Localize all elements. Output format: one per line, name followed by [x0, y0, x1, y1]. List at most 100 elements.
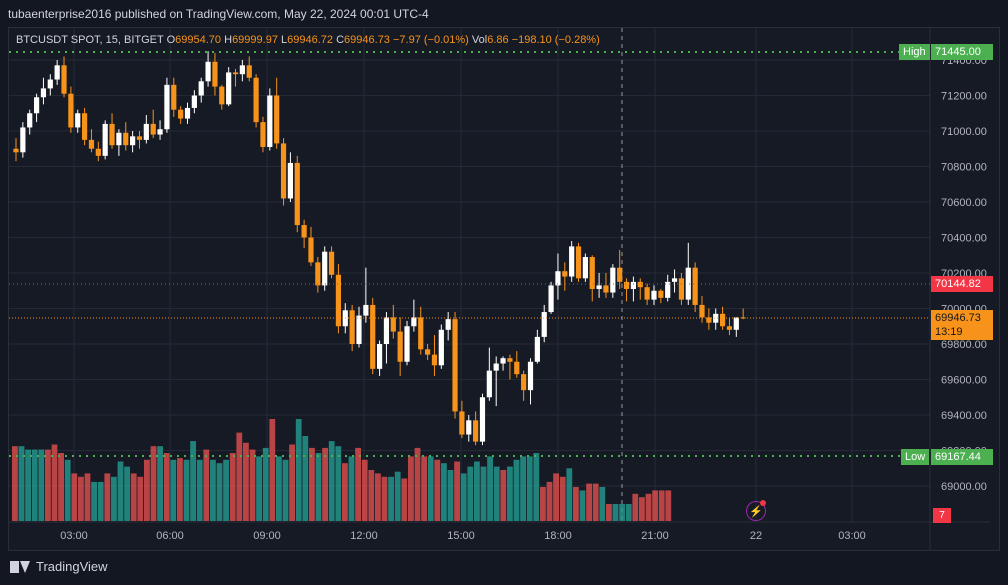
- candle-body: [164, 84, 170, 130]
- candle-body: [219, 86, 225, 105]
- volume-bar: [467, 466, 474, 521]
- volume-bar: [658, 490, 665, 521]
- alert-price-badge: 70144.82: [931, 276, 993, 292]
- volume-bar: [196, 459, 203, 521]
- volume-bar: [375, 473, 381, 521]
- candle-body: [582, 257, 588, 279]
- volume-bar: [170, 459, 177, 521]
- volume-bar: [216, 463, 223, 521]
- volume-bar: [117, 461, 124, 521]
- volume-bar: [645, 493, 652, 521]
- volume-bar: [150, 446, 157, 521]
- candle-body: [452, 319, 458, 412]
- candle-body: [315, 262, 321, 286]
- time-tick-label: 22: [750, 530, 762, 542]
- time-tick-label: 06:00: [156, 530, 184, 542]
- price-tick-label: 70800.00: [941, 162, 987, 174]
- candle-body: [685, 267, 691, 300]
- candle-body: [390, 317, 396, 332]
- current-price: 69946.73: [935, 312, 981, 324]
- volume-bar: [157, 446, 163, 521]
- candle-body: [397, 331, 403, 362]
- candle-body: [678, 278, 685, 300]
- candle-body: [301, 225, 307, 238]
- time-tick-label: 15:00: [447, 530, 475, 542]
- candle-body: [246, 65, 252, 78]
- candle-body: [322, 251, 328, 286]
- candle-body: [527, 361, 534, 391]
- volume-bar: [533, 453, 540, 521]
- high-value: 69999.97: [232, 34, 278, 46]
- candle-body: [274, 95, 280, 144]
- candle-body: [184, 107, 191, 119]
- candle-body: [699, 304, 705, 318]
- low-tag: Low: [901, 449, 930, 465]
- notification-dot: [760, 500, 766, 506]
- volume-bar: [18, 446, 25, 521]
- volume-bar: [546, 481, 553, 521]
- alerts-count-badge[interactable]: 7: [933, 508, 951, 523]
- volume-bar: [342, 463, 348, 521]
- volume-bar: [355, 447, 361, 521]
- volume-bar: [421, 456, 427, 521]
- volume-bar: [111, 476, 117, 521]
- candle-body: [171, 84, 177, 110]
- time-tick-label: 03:00: [838, 530, 866, 542]
- volume-bar: [447, 470, 454, 521]
- candle-body: [191, 95, 197, 108]
- candle-body: [33, 97, 40, 114]
- lightning-bolt-icon[interactable]: ⚡: [746, 501, 766, 521]
- candle-body: [116, 132, 122, 146]
- symbol-label[interactable]: BTCUSDT SPOT, 15, BITGET: [16, 34, 164, 46]
- ohlc-legend: BTCUSDT SPOT, 15, BITGET O69954.70 H6999…: [16, 34, 600, 46]
- candle-body: [136, 136, 143, 140]
- volume-bar: [520, 456, 526, 521]
- volume-bar: [12, 446, 18, 521]
- candle-body: [198, 81, 204, 96]
- candle-body: [438, 329, 444, 366]
- volume-bar: [480, 466, 487, 521]
- volume-bar: [573, 487, 579, 521]
- open-key: O: [166, 34, 176, 46]
- volume-bar: [289, 444, 295, 521]
- candle-body: [411, 317, 417, 327]
- candle-body: [349, 310, 355, 344]
- volume-bar: [229, 453, 236, 521]
- close-value: 69946.73: [344, 34, 390, 46]
- candle-body: [253, 77, 259, 123]
- volume-bar: [427, 456, 434, 521]
- candle-body: [425, 349, 431, 355]
- candle-body: [589, 257, 595, 289]
- candle-body: [514, 361, 520, 375]
- candle-body: [27, 113, 33, 128]
- volume-bar: [31, 449, 38, 521]
- footer-brand[interactable]: TradingView: [10, 559, 108, 574]
- candle-body: [637, 281, 643, 288]
- candle-body: [445, 319, 451, 330]
- candle-body: [157, 129, 163, 135]
- candle-body: [47, 79, 53, 89]
- candle-body: [500, 358, 506, 364]
- candle-body: [383, 317, 390, 344]
- high-tag: High: [899, 44, 930, 60]
- volume-bar: [58, 453, 64, 521]
- publisher-caption: tubaenterprise2016 published on TradingV…: [8, 7, 429, 21]
- volume-bar: [500, 470, 507, 521]
- volume-bar: [586, 483, 592, 521]
- candle-body: [150, 123, 156, 135]
- volume-bar: [104, 473, 111, 521]
- candle-body: [740, 317, 746, 319]
- volume-bar: [236, 432, 243, 521]
- candle-body: [267, 95, 273, 147]
- candle-body: [75, 113, 81, 128]
- price-tick-label: 70600.00: [941, 197, 987, 209]
- high-price-badge: 71445.00: [931, 44, 993, 60]
- candle-body: [212, 61, 218, 87]
- volume-bar: [322, 447, 328, 521]
- volume-bar: [665, 490, 672, 521]
- price-tick-label: 69000.00: [941, 481, 987, 493]
- time-tick-label: 12:00: [350, 530, 378, 542]
- volume-bar: [652, 490, 658, 521]
- price-tick-label: 70400.00: [941, 233, 987, 245]
